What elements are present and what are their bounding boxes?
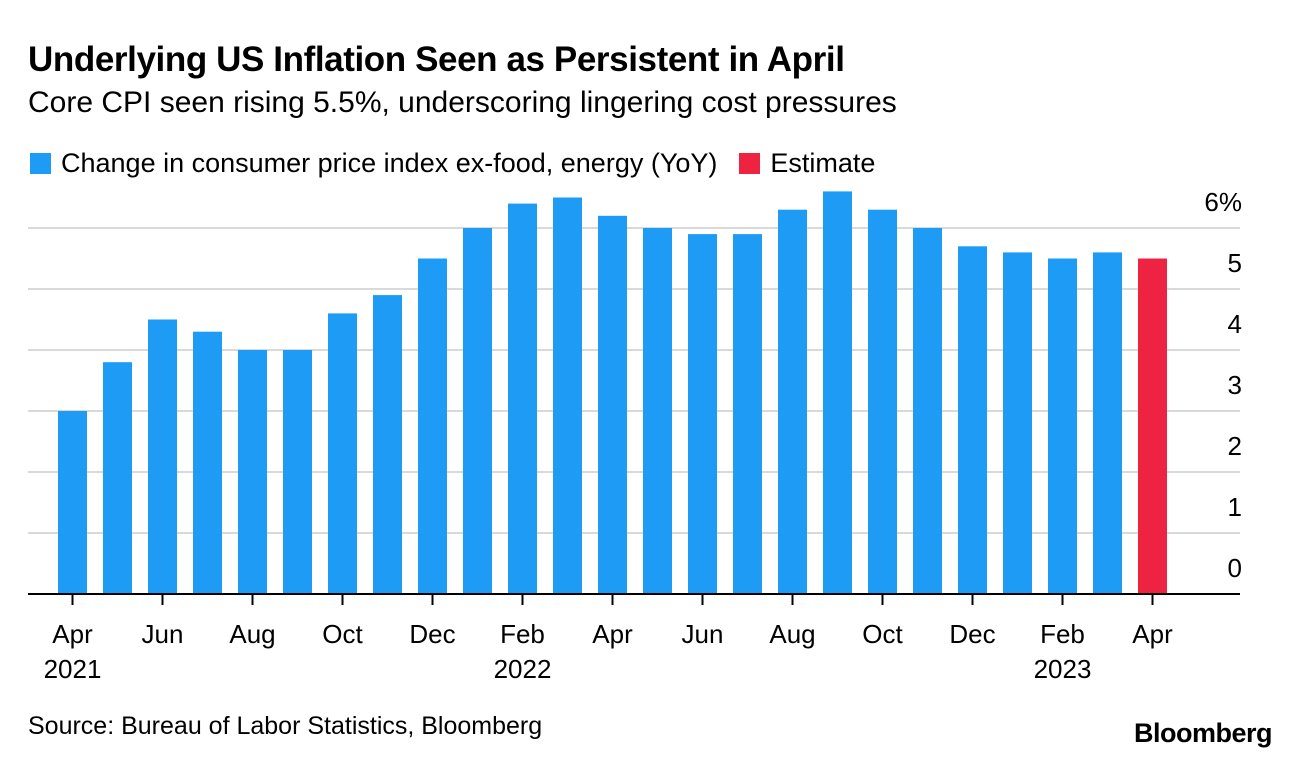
bar-13 — [643, 228, 672, 594]
x-year-label-22: 2023 — [1034, 654, 1092, 684]
bar-17 — [823, 191, 852, 594]
x-year-label-0: 2021 — [44, 654, 102, 684]
x-tick-label-22: Feb — [1040, 619, 1085, 649]
legend-label-estimate: Estimate — [770, 148, 876, 178]
y-axis-labels: 0 1 2 3 4 5 6% — [1204, 187, 1242, 583]
bar-7 — [373, 295, 402, 594]
legend-swatch-estimate — [739, 153, 761, 174]
legend-label-cpi: Change in consumer price index ex-food, … — [61, 148, 718, 178]
gridlines — [28, 227, 1240, 534]
x-tick-label-0: Apr — [52, 619, 93, 649]
bar-2 — [148, 319, 177, 594]
x-tick-label-2: Jun — [142, 619, 184, 649]
x-year-label-10: 2022 — [494, 654, 552, 684]
bar-estimate-24 — [1138, 258, 1167, 594]
x-axis-labels: Apr 2021 Jun Aug Oct Dec Feb 2022 Apr Jun Aug Oct De… — [44, 619, 1173, 684]
x-tick-label-10: Feb — [500, 619, 545, 649]
bloomberg-logo: Bloomberg — [1133, 718, 1273, 748]
legend-item-estimate: Estimate — [739, 148, 875, 179]
bars — [58, 191, 1167, 595]
x-tick-label-18: Oct — [862, 619, 903, 649]
bar-12 — [598, 215, 627, 595]
legend: Change in consumer price index ex-food, … — [30, 148, 897, 179]
bar-16 — [778, 209, 807, 594]
bar-21 — [1003, 252, 1032, 594]
y-tick-label-6: 6% — [1204, 187, 1242, 217]
source-note: Source: Bureau of Labor Statistics, Bloo… — [28, 712, 543, 740]
bar-3 — [193, 331, 222, 594]
legend-swatch-cpi — [30, 153, 51, 174]
bar-22 — [1048, 258, 1077, 594]
chart-subtitle: Core CPI seen rising 5.5%, underscoring … — [28, 86, 897, 119]
bar-19 — [913, 228, 942, 594]
legend-item-cpi: Change in consumer price index ex-food, … — [30, 148, 717, 179]
x-tick-label-8: Dec — [409, 619, 455, 649]
bar-10 — [508, 203, 537, 594]
y-tick-label-4: 4 — [1228, 309, 1242, 339]
bar-14 — [688, 234, 717, 594]
bar-6 — [328, 313, 357, 594]
x-tick-label-6: Oct — [322, 619, 363, 649]
bar-4 — [238, 350, 267, 594]
x-axis — [28, 593, 1240, 605]
bar-15 — [733, 234, 762, 594]
bar-1 — [103, 362, 132, 594]
bar-11 — [553, 197, 582, 594]
y-tick-label-0: 0 — [1228, 553, 1242, 583]
x-tick-label-16: Aug — [769, 619, 815, 649]
x-tick-label-20: Dec — [949, 619, 995, 649]
x-tick-label-12: Apr — [592, 619, 633, 649]
bar-0 — [58, 411, 87, 594]
y-tick-label-3: 3 — [1228, 370, 1242, 400]
x-tick-label-24: Apr — [1132, 619, 1173, 649]
bar-20 — [958, 246, 987, 595]
y-tick-label-2: 2 — [1228, 431, 1242, 461]
y-tick-label-5: 5 — [1228, 248, 1242, 278]
bar-23 — [1093, 252, 1122, 594]
x-tick-label-14: Jun — [682, 619, 724, 649]
y-tick-label-1: 1 — [1228, 492, 1242, 522]
bar-5 — [283, 350, 312, 594]
bar-9 — [463, 228, 492, 594]
x-tick-label-4: Aug — [229, 619, 275, 649]
bar-8 — [418, 258, 447, 594]
chart-title: Underlying US Inflation Seen as Persiste… — [28, 40, 845, 79]
bar-18 — [868, 209, 897, 594]
